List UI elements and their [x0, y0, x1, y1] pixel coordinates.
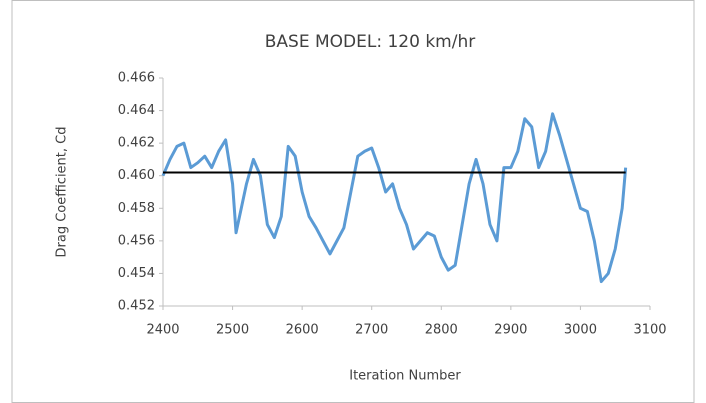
- x-tick-label: 3000: [564, 323, 597, 338]
- chart-frame: [11, 0, 695, 403]
- y-tick-label: 0.462: [118, 136, 155, 151]
- y-tick-label: 0.464: [118, 103, 155, 118]
- chart-title: BASE MODEL: 120 km/hr: [265, 32, 475, 52]
- y-tick-label: 0.460: [118, 168, 155, 183]
- x-tick-label: 2500: [216, 323, 249, 338]
- x-tick-label: 2900: [494, 323, 527, 338]
- x-axis-label: Iteration Number: [349, 369, 461, 384]
- x-tick-label: 2600: [286, 323, 319, 338]
- x-tick-label: 3100: [633, 323, 666, 338]
- y-tick-label: 0.454: [118, 266, 155, 281]
- data-line: [161, 112, 628, 284]
- y-tick-label: 0.466: [118, 71, 155, 86]
- y-tick-label: 0.452: [118, 299, 155, 314]
- x-tick-label: 2400: [146, 323, 179, 338]
- x-tick-label: 2800: [425, 323, 458, 338]
- y-tick-label: 0.458: [118, 201, 155, 216]
- y-axis-label: Drag Coefficient, Cd: [55, 127, 70, 258]
- x-tick-label: 2700: [355, 323, 388, 338]
- y-tick-label: 0.456: [118, 233, 155, 248]
